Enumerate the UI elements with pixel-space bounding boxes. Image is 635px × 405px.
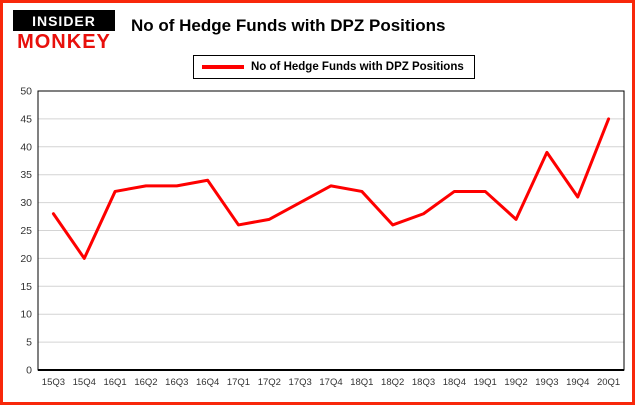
logo-insider-text: INSIDER [13, 10, 115, 31]
chart: 0 5 10 15 20 25 30 35 40 45 50 15Q3 15Q4 16Q1 16Q2 16Q3… [20, 86, 625, 388]
x-axis-tick-label: 17Q3 [289, 377, 312, 388]
legend-line-swatch [202, 65, 244, 69]
x-axis-tick-label: 17Q2 [258, 377, 281, 388]
y-axis-tick-label: 30 [20, 197, 32, 209]
y-axis-tick-label: 15 [20, 281, 32, 293]
y-axis-tick-label: 40 [20, 141, 32, 153]
y-axis-tick-label: 25 [20, 225, 32, 237]
logo-monkey-text: MONKEY [17, 31, 111, 53]
x-axis-tick-label: 16Q4 [196, 377, 219, 388]
x-axis-tick-label: 16Q3 [165, 377, 188, 388]
x-axis-tick-label: 19Q2 [504, 377, 527, 388]
x-axis-tick-label: 19Q3 [535, 377, 558, 388]
y-axis-tick-label: 35 [20, 169, 32, 181]
y-axis-tick-label: 20 [20, 253, 32, 265]
x-axis-tick-label: 20Q1 [597, 377, 620, 388]
chart-title: No of Hedge Funds with DPZ Positions [131, 16, 446, 35]
legend: No of Hedge Funds with DPZ Positions [193, 55, 475, 79]
series-line [51, 117, 611, 260]
y-axis-tick-label: 5 [26, 337, 32, 349]
x-axis-tick-label: 15Q3 [42, 377, 65, 388]
legend-label: No of Hedge Funds with DPZ Positions [251, 61, 464, 73]
x-axis-tick-label: 19Q1 [474, 377, 497, 388]
x-axis-tick-label: 15Q4 [73, 377, 96, 388]
x-axis-tick-label: 17Q4 [319, 377, 342, 388]
x-axis-tick-label: 16Q2 [134, 377, 157, 388]
y-axis-tick-label: 45 [20, 113, 32, 125]
x-axis-tick-label: 18Q4 [443, 377, 466, 388]
x-axis-tick-label: 18Q3 [412, 377, 435, 388]
x-axis-tick-label: 18Q2 [381, 377, 404, 388]
x-axis-tick-label: 19Q4 [566, 377, 589, 388]
y-axis-tick-label: 0 [26, 365, 32, 377]
x-axis-tick-label: 17Q1 [227, 377, 250, 388]
x-axis-tick-label: 18Q1 [350, 377, 373, 388]
x-axis-tick-label: 16Q1 [103, 377, 126, 388]
y-axis-tick-label: 10 [20, 309, 32, 321]
y-axis-tick-label: 50 [20, 86, 32, 98]
chart-area: 0 5 10 15 20 25 30 35 40 45 50 15Q3 15Q4 16Q1 16Q2 16Q3… [3, 85, 632, 400]
insider-monkey-logo: INSIDER MONKEY [13, 10, 115, 53]
